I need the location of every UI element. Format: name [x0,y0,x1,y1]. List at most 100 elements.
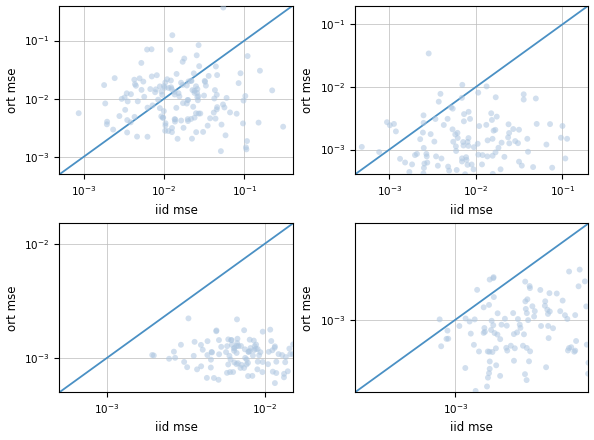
Point [192,366,202,373]
Point [121,106,130,114]
Point [560,312,570,319]
Point [186,77,195,84]
Point [299,349,309,356]
Point [484,185,494,192]
Point [206,356,216,363]
Point [115,113,124,120]
Point [482,153,492,160]
Point [558,297,567,304]
Point [527,303,537,310]
Point [229,347,239,354]
Point [466,330,476,337]
Point [182,100,191,107]
Point [589,318,594,325]
Point [475,122,484,129]
Point [203,352,212,359]
Point [232,342,241,349]
Point [489,293,498,301]
Point [564,268,574,275]
Point [514,126,524,133]
Point [227,341,236,348]
Point [435,316,444,323]
Point [216,343,226,350]
Point [131,82,141,89]
Point [175,93,184,100]
Point [487,117,497,124]
Point [279,370,289,378]
Point [580,278,590,285]
Point [194,42,203,49]
Point [132,133,142,140]
Point [266,326,275,333]
Point [520,370,530,378]
Point [575,266,584,273]
Point [255,348,265,356]
Point [419,144,428,151]
Point [288,351,298,358]
Point [522,345,532,352]
Point [164,84,173,92]
Point [240,346,249,353]
Point [99,81,109,88]
Point [192,52,201,59]
Point [222,348,231,356]
Point [188,87,197,94]
Point [457,94,467,101]
Point [487,317,497,324]
Point [431,115,440,122]
Point [525,358,534,365]
Point [459,118,469,125]
Point [326,337,336,344]
Point [561,155,570,162]
Point [320,370,330,378]
Point [166,84,176,91]
Point [544,334,554,341]
Point [405,169,414,176]
Point [143,46,152,53]
Point [135,75,144,82]
Point [512,329,522,336]
Point [232,316,242,323]
Point [233,343,243,350]
Point [377,183,386,190]
Point [541,364,551,371]
Point [252,366,262,373]
Point [159,114,168,121]
Point [196,341,206,348]
Point [479,324,489,331]
Point [451,143,460,150]
Point [528,164,538,171]
Point [244,373,253,380]
Point [525,348,535,355]
Point [182,82,192,89]
Point [130,114,140,121]
Point [504,129,514,136]
Point [250,343,260,350]
Point [281,353,290,360]
Point [200,77,210,84]
Point [213,103,222,110]
Point [242,138,252,145]
Point [241,354,250,361]
Point [488,275,498,282]
Point [488,170,498,177]
Point [500,153,509,160]
Point [211,327,221,334]
Point [415,136,425,143]
Point [176,341,186,348]
Point [517,162,526,169]
Point [74,110,83,117]
Point [147,46,156,53]
Point [545,308,555,315]
Point [419,119,428,126]
Point [519,96,529,103]
Point [485,358,495,365]
Point [254,352,264,359]
Point [148,102,157,109]
Point [163,128,173,135]
Point [527,176,537,183]
Point [220,104,229,111]
Point [514,158,524,165]
Point [436,187,446,194]
Point [245,348,255,355]
